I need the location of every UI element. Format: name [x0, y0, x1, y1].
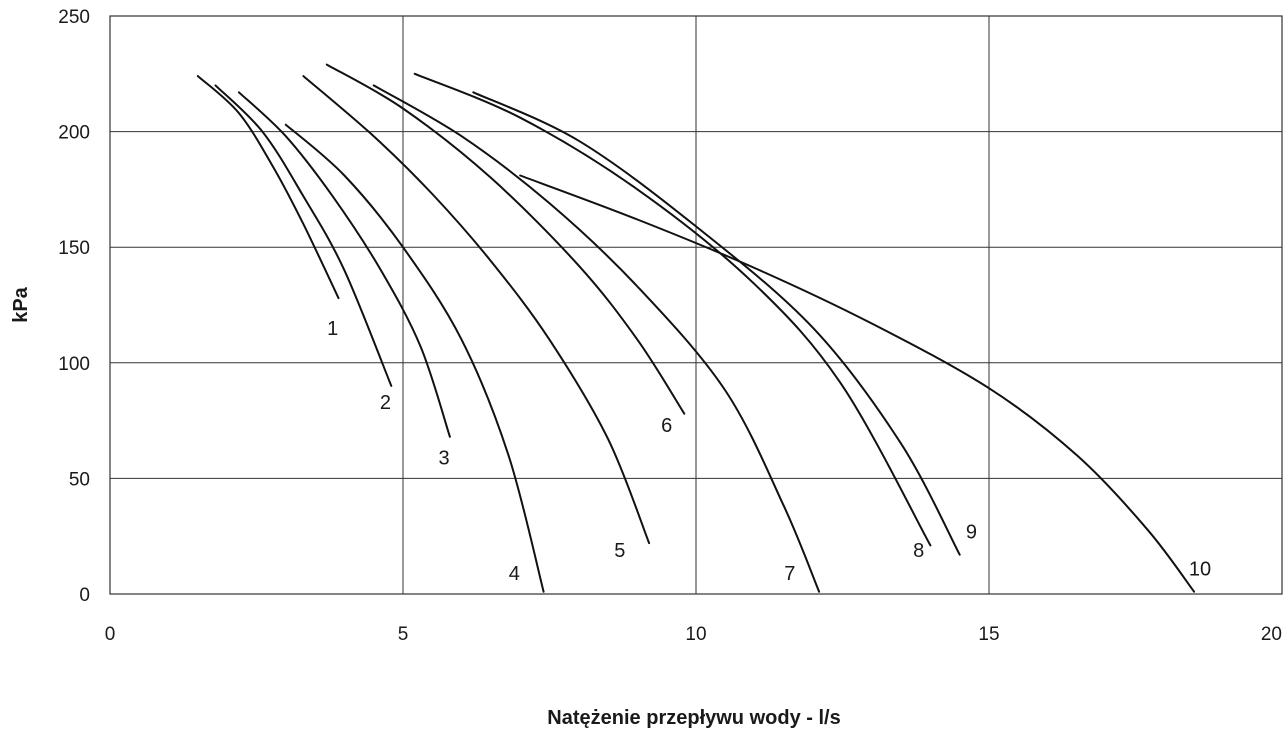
y-tick-label: 100: [58, 354, 90, 375]
curve-4: [284, 123, 545, 593]
x-axis-title: Natężenie przepływu wody - l/s: [547, 707, 840, 729]
curve-1: [196, 75, 340, 300]
curve-labels: 1 2 3 4 5 6 7 8 9 10: [327, 318, 1211, 585]
curve-10: [519, 174, 1196, 593]
x-tick-label: 20: [1261, 624, 1282, 645]
curve-label-2: 2: [380, 392, 391, 414]
curve-5: [302, 75, 651, 545]
curve-label-5: 5: [614, 540, 625, 562]
curve-7: [372, 84, 821, 593]
y-tick-label: 150: [58, 238, 90, 259]
curve-label-6: 6: [661, 415, 672, 437]
curve-3: [237, 91, 451, 438]
y-tick-label: 200: [58, 123, 90, 144]
curve-label-4: 4: [509, 563, 520, 585]
plot-frame: [109, 15, 1283, 595]
curve-label-9: 9: [966, 522, 977, 544]
curves: [196, 63, 1196, 593]
curve-label-3: 3: [438, 448, 449, 470]
x-tick-label: 5: [398, 624, 409, 645]
curve-label-1: 1: [327, 318, 338, 340]
y-axis-title: kPa: [10, 286, 32, 322]
x-tick-label: 15: [978, 624, 999, 645]
grid: [109, 15, 1283, 595]
curve-6: [325, 63, 686, 415]
curve-8: [413, 72, 932, 547]
curve-2: [214, 84, 393, 387]
x-tick-label: 10: [685, 624, 706, 645]
curve-label-7: 7: [784, 563, 795, 585]
curve-9: [472, 91, 961, 556]
x-tick-label: 0: [105, 624, 116, 645]
y-tick-label: 50: [69, 469, 90, 490]
curve-label-10: 10: [1189, 559, 1211, 581]
y-tick-label: 0: [79, 585, 90, 606]
curve-label-8: 8: [913, 540, 924, 562]
y-tick-label: 250: [58, 7, 90, 28]
